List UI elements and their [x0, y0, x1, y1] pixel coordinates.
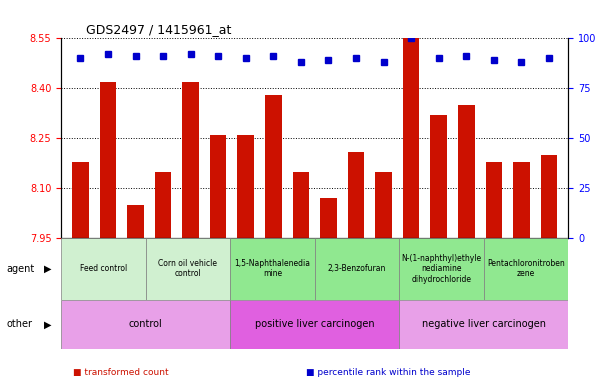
Bar — [403, 38, 419, 238]
Bar — [100, 82, 116, 238]
Text: ■ transformed count: ■ transformed count — [73, 368, 169, 377]
FancyBboxPatch shape — [399, 238, 484, 300]
Bar — [127, 205, 144, 238]
Bar — [375, 172, 392, 238]
Bar — [486, 162, 502, 238]
FancyBboxPatch shape — [61, 300, 230, 349]
Bar — [155, 172, 171, 238]
Bar — [348, 152, 364, 238]
Bar — [513, 162, 530, 238]
Text: ■ percentile rank within the sample: ■ percentile rank within the sample — [306, 368, 470, 377]
FancyBboxPatch shape — [145, 238, 230, 300]
Text: control: control — [129, 319, 163, 329]
FancyBboxPatch shape — [399, 300, 568, 349]
Text: positive liver carcinogen: positive liver carcinogen — [255, 319, 375, 329]
Text: Feed control: Feed control — [80, 264, 127, 273]
Text: GDS2497 / 1415961_at: GDS2497 / 1415961_at — [87, 23, 232, 36]
Text: other: other — [6, 319, 32, 329]
Text: agent: agent — [6, 264, 34, 274]
FancyBboxPatch shape — [230, 238, 315, 300]
Text: ▶: ▶ — [44, 319, 51, 329]
FancyBboxPatch shape — [230, 300, 399, 349]
Text: 1,5-Naphthalenedia
mine: 1,5-Naphthalenedia mine — [235, 259, 310, 278]
Bar — [182, 82, 199, 238]
Bar — [430, 115, 447, 238]
Text: ▶: ▶ — [44, 264, 51, 274]
Bar — [293, 172, 309, 238]
Bar — [210, 135, 227, 238]
Bar — [541, 155, 557, 238]
Bar — [265, 95, 282, 238]
Text: 2,3-Benzofuran: 2,3-Benzofuran — [327, 264, 386, 273]
Text: N-(1-naphthyl)ethyle
nediamine
dihydrochloride: N-(1-naphthyl)ethyle nediamine dihydroch… — [401, 254, 481, 284]
Bar — [238, 135, 254, 238]
FancyBboxPatch shape — [484, 238, 568, 300]
Bar — [458, 105, 475, 238]
FancyBboxPatch shape — [61, 238, 145, 300]
Bar — [72, 162, 89, 238]
Text: negative liver carcinogen: negative liver carcinogen — [422, 319, 546, 329]
Bar — [320, 198, 337, 238]
FancyBboxPatch shape — [315, 238, 399, 300]
Text: Corn oil vehicle
control: Corn oil vehicle control — [158, 259, 218, 278]
Text: Pentachloronitroben
zene: Pentachloronitroben zene — [487, 259, 565, 278]
